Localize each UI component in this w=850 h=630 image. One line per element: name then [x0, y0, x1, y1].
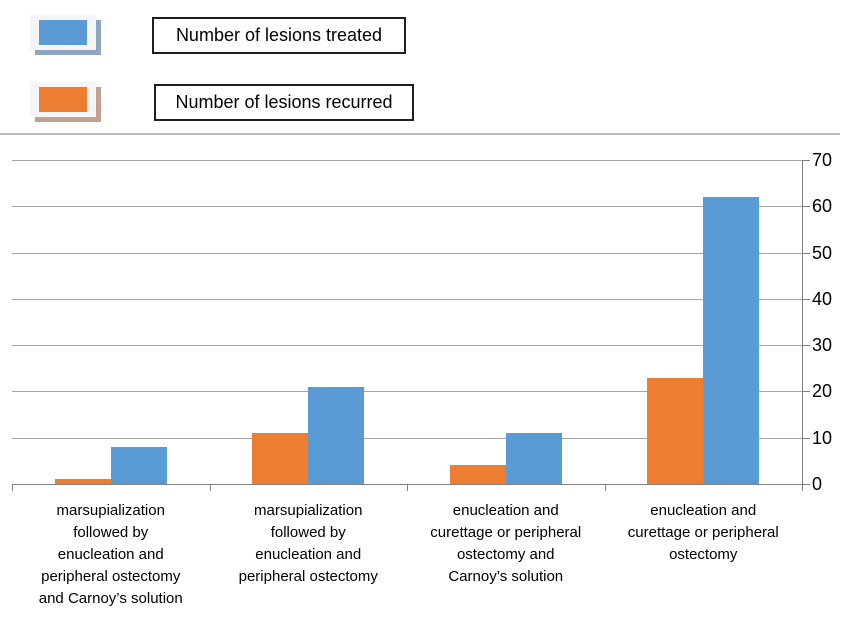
- category-label-line: followed by: [73, 524, 149, 541]
- y-axis-tick-50: [802, 252, 810, 254]
- legend-swatch-recurred: [30, 82, 96, 117]
- bar-treated-1: [308, 386, 365, 484]
- gridline-y30: [12, 345, 802, 347]
- y-tick-label-40: 40: [812, 288, 833, 309]
- x-axis-tick-2: [407, 484, 408, 491]
- category-label-line: enucleation and: [452, 502, 559, 519]
- gridline-y20: [12, 391, 802, 393]
- y-axis-tick-60: [802, 206, 810, 208]
- gridline-y40: [12, 298, 802, 300]
- bar-recurred-3: [647, 377, 704, 484]
- category-label-line: and Carnoy’s solution: [38, 590, 183, 607]
- category-label-line: curettage or peripheral: [627, 524, 779, 541]
- y-tick-label-20: 20: [812, 381, 833, 402]
- y-tick-label-60: 60: [812, 196, 833, 217]
- category-label-line: Carnoy’s solution: [448, 568, 564, 585]
- gridline-y60: [12, 206, 802, 208]
- gridline-y50: [12, 252, 802, 254]
- y-tick-label-50: 50: [812, 242, 833, 263]
- y-axis-tick-40: [802, 298, 810, 300]
- y-axis-tick-0: [802, 484, 810, 485]
- category-label-line: enucleation and: [255, 546, 362, 563]
- gridline-y70: [12, 160, 802, 161]
- legend-swatch-treated: [30, 15, 96, 50]
- gridline-y10: [12, 437, 802, 439]
- y-tick-label-30: 30: [812, 335, 833, 356]
- recurred-color-swatch: [39, 87, 87, 112]
- y-axis-tick-10: [802, 437, 810, 439]
- category-label-0: marsupialization followed by enucleation a…: [16, 500, 206, 610]
- bar-recurred-2: [449, 465, 506, 484]
- bar-recurred-1: [252, 433, 309, 484]
- bar-treated-0: [110, 446, 167, 484]
- y-tick-label-10: 10: [812, 427, 833, 448]
- legend-divider-line: [0, 133, 840, 135]
- category-label-line: marsupialization: [56, 502, 165, 519]
- y-tick-label-0: 0: [812, 474, 823, 494]
- y-axis-tick-30: [802, 345, 810, 347]
- category-label-line: marsupialization: [254, 502, 363, 519]
- bar-treated-2: [505, 433, 562, 484]
- y-axis-tick-20: [802, 391, 810, 393]
- category-label-line: ostectomy: [669, 546, 738, 563]
- category-label-line: followed by: [270, 524, 346, 541]
- category-label-line: ostectomy and: [456, 546, 555, 563]
- y-axis-line: [802, 160, 803, 490]
- legend-label-recurred-text: Number of lesions recurred: [175, 92, 393, 112]
- bar-treated-3: [703, 197, 760, 484]
- category-label-line: enucleation and: [57, 546, 164, 563]
- x-axis-tick-1: [209, 484, 211, 491]
- category-label-3: enucleation and curettage or peripheral os…: [608, 500, 798, 566]
- treated-color-swatch: [39, 20, 87, 45]
- legend-label-treated: Number of lesions treated: [152, 17, 406, 54]
- category-label-line: peripheral ostectomy: [238, 568, 378, 585]
- category-label-2: enucleation and curettage or peripheral os…: [411, 500, 601, 588]
- x-axis-tick-4: [802, 484, 803, 491]
- category-label-line: peripheral ostectomy: [41, 568, 181, 585]
- legend-label-treated-text: Number of lesions treated: [175, 25, 383, 45]
- y-tick-label-70: 70: [812, 150, 833, 170]
- legend-label-recurred: Number of lesions recurred: [154, 84, 414, 121]
- y-axis-tick-70: [802, 160, 810, 161]
- category-label-line: curettage or peripheral: [430, 524, 582, 541]
- x-axis-tick-0: [12, 484, 13, 491]
- category-label-1: marsupialization followed by enucleation a…: [213, 500, 403, 588]
- category-label-line: enucleation and: [650, 502, 757, 519]
- bar-recurred-0: [54, 479, 111, 484]
- x-axis-tick-3: [604, 484, 606, 491]
